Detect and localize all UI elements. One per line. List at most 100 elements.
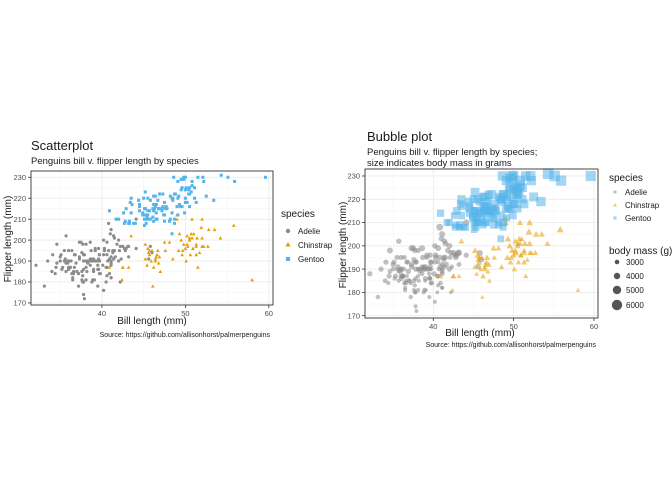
data-point-gentoo	[175, 205, 179, 209]
x-tick-label: 40	[98, 309, 106, 318]
y-tick-label: 200	[347, 242, 360, 251]
scatterplot-caption: Source: https://github.com/allisonhorst/…	[100, 332, 271, 339]
data-point-chinstrap	[528, 250, 534, 255]
data-point-gentoo	[188, 186, 192, 190]
data-point-chinstrap	[521, 247, 527, 253]
data-point-gentoo	[443, 219, 451, 226]
data-point-chinstrap	[200, 217, 204, 221]
data-point-chinstrap	[450, 273, 457, 279]
data-point-adelie	[69, 259, 73, 263]
data-point-adelie	[411, 287, 417, 293]
data-point-gentoo	[152, 209, 156, 213]
data-point-adelie	[66, 248, 71, 253]
data-point-adelie	[134, 246, 138, 251]
data-point-chinstrap	[146, 250, 151, 255]
data-point-gentoo	[114, 217, 118, 221]
x-tick-label: 50	[181, 309, 189, 318]
legend-chinstrap-label: Chinstrap	[625, 201, 660, 210]
data-point-chinstrap	[201, 244, 206, 248]
data-point-gentoo	[549, 170, 560, 182]
data-point-adelie	[54, 265, 58, 269]
data-point-gentoo	[143, 190, 147, 194]
data-point-gentoo	[457, 211, 466, 220]
data-point-gentoo	[513, 204, 522, 213]
data-point-chinstrap	[145, 246, 150, 250]
data-point-adelie	[46, 259, 50, 263]
data-point-chinstrap	[538, 231, 545, 237]
data-point-adelie	[80, 278, 84, 282]
data-point-adelie	[102, 288, 106, 292]
data-point-adelie	[55, 261, 59, 265]
x-tick-label: 40	[429, 322, 437, 331]
bubble-plot-subtitle-line-2: size indicates body mass in grams	[367, 158, 512, 169]
data-point-chinstrap	[485, 261, 492, 267]
data-point-gentoo	[162, 213, 167, 217]
data-point-gentoo	[157, 207, 161, 211]
data-point-gentoo	[190, 184, 194, 188]
data-point-adelie	[436, 266, 442, 272]
data-point-gentoo	[124, 207, 128, 211]
data-point-adelie	[96, 267, 101, 272]
data-point-gentoo	[157, 192, 162, 196]
data-point-adelie	[395, 264, 401, 270]
data-point-adelie	[75, 269, 79, 274]
data-point-gentoo	[148, 198, 152, 202]
data-point-gentoo	[168, 217, 172, 221]
data-point-gentoo	[132, 221, 136, 225]
scatterplot-subtitle: Penguins bill v. flipper length by speci…	[31, 156, 199, 167]
data-point-gentoo	[525, 171, 536, 181]
data-point-gentoo	[526, 175, 536, 186]
bubble-plot-legend-title: species	[609, 173, 643, 184]
data-point-adelie	[414, 309, 419, 313]
data-point-adelie	[448, 250, 454, 256]
panel-border	[30, 170, 274, 306]
y-tick-label: 180	[13, 278, 26, 287]
data-point-adelie	[113, 255, 117, 259]
data-point-adelie	[102, 246, 107, 251]
data-point-gentoo	[176, 213, 180, 217]
data-point-gentoo	[484, 190, 493, 199]
data-point-adelie	[90, 280, 94, 284]
y-tick-label: 170	[347, 311, 360, 320]
data-point-gentoo	[144, 217, 148, 221]
data-point-gentoo	[179, 177, 183, 181]
data-point-adelie	[96, 284, 100, 288]
data-point-adelie	[107, 271, 112, 276]
data-point-gentoo	[123, 219, 127, 223]
data-point-gentoo	[465, 209, 474, 217]
data-point-gentoo	[585, 170, 596, 182]
data-point-gentoo	[193, 196, 197, 200]
data-point-adelie	[122, 246, 127, 251]
data-point-chinstrap	[212, 227, 217, 232]
data-point-chinstrap	[181, 242, 186, 246]
data-point-adelie	[403, 280, 409, 286]
data-point-gentoo	[180, 205, 184, 209]
data-point-gentoo	[122, 211, 126, 215]
data-point-gentoo	[450, 212, 458, 219]
data-point-gentoo	[107, 209, 111, 213]
data-point-adelie	[439, 231, 446, 238]
data-point-adelie	[85, 259, 89, 263]
data-point-adelie	[386, 280, 391, 286]
data-point-chinstrap	[187, 236, 192, 240]
data-point-adelie	[81, 292, 86, 297]
data-point-gentoo	[501, 175, 512, 186]
data-point-adelie	[112, 236, 117, 240]
data-point-adelie	[51, 253, 55, 257]
data-point-adelie	[109, 228, 113, 232]
data-point-adelie	[423, 278, 428, 283]
data-point-gentoo	[148, 217, 152, 221]
data-point-gentoo	[173, 217, 177, 221]
data-point-gentoo	[137, 205, 142, 209]
data-point-adelie	[404, 273, 409, 279]
data-point-chinstrap	[458, 238, 465, 244]
data-point-adelie	[443, 261, 449, 268]
data-point-gentoo	[146, 209, 150, 213]
data-point-adelie	[375, 294, 381, 300]
data-point-adelie	[64, 261, 68, 265]
size-legend-4000-label: 4000	[626, 272, 644, 281]
x-tick-label: 60	[590, 322, 598, 331]
legend-adelie-key	[613, 190, 617, 194]
data-point-chinstrap	[155, 252, 159, 257]
data-point-adelie	[97, 271, 102, 276]
